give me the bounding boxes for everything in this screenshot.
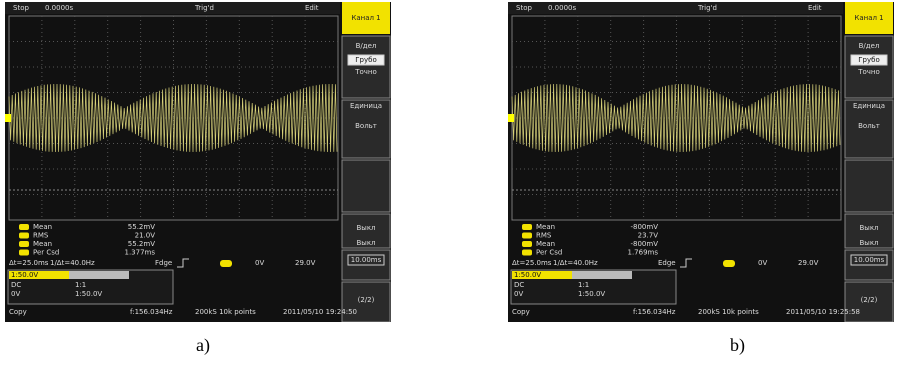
figure: Stop 0.0000s Trig'd Edit Канал 1 В/дел Грубо То…: [0, 0, 897, 385]
top-bar-text: Stop: [13, 4, 29, 12]
menu-button: [845, 160, 893, 212]
status-highlight-dim: [572, 271, 632, 279]
measure-value: -800mV: [631, 240, 659, 248]
status-highlight-dim: [69, 271, 129, 279]
menu-text: (2/2): [861, 296, 878, 304]
trigger-text: 0V: [255, 259, 264, 267]
trigger-text: Δt=25.0ms: [9, 259, 49, 267]
measure-label: RMS: [536, 232, 552, 240]
menu-text: Единица: [853, 102, 885, 110]
channel-badge: [19, 224, 29, 230]
menu-text: Вольт: [858, 122, 880, 130]
menu-header-text: Канал 1: [854, 14, 883, 22]
measure-value: 21.0V: [135, 232, 156, 240]
trigger-text: 0V: [758, 259, 767, 267]
menu-text: Единица: [350, 102, 382, 110]
footer-text: Copy: [512, 308, 530, 316]
measure-label: Per Csd: [536, 249, 562, 257]
channel-badge: [522, 224, 532, 230]
channel-badge: [220, 260, 232, 267]
status-text: DC: [514, 281, 524, 289]
status-text: DC: [11, 281, 21, 289]
menu-button: [342, 160, 390, 212]
menu-text: Выкл: [859, 224, 878, 232]
menu-text: Выкл: [859, 239, 878, 247]
menu-text: В/дел: [356, 42, 377, 50]
footer-text: 200kS 10k points: [698, 308, 759, 316]
menu-header-text: Канал 1: [351, 14, 380, 22]
channel-marker: [5, 114, 11, 122]
footer-text: 200kS 10k points: [195, 308, 256, 316]
measure-label: Mean: [536, 240, 555, 248]
top-bar-text: Stop: [516, 4, 532, 12]
top-bar-text: Trig'd: [697, 4, 717, 12]
footer-text: 2011/05/10 19:25:58: [786, 308, 860, 316]
menu-text: Точно: [354, 68, 377, 76]
channel-badge: [522, 250, 532, 256]
measure-label: RMS: [33, 232, 49, 240]
channel-badge: [522, 233, 532, 239]
status-text: 1:1: [75, 281, 86, 289]
measure-label: Per Csd: [33, 249, 59, 257]
measure-label: Mean: [536, 223, 555, 231]
menu-text: (2/2): [358, 296, 375, 304]
measure-value: -800mV: [631, 223, 659, 231]
measure-label: Mean: [33, 223, 52, 231]
status-text: 1:50.0V: [75, 290, 102, 298]
channel-badge: [723, 260, 735, 267]
measure-value: 1.769ms: [627, 249, 658, 257]
measure-value: 55.2mV: [128, 223, 155, 231]
menu-text: Вольт: [355, 122, 377, 130]
scope-screen: Stop 0.0000s Trig'd Edit Канал 1 В/дел Грубо То…: [5, 2, 391, 322]
footer-text: f:156.034Hz: [130, 308, 173, 316]
status-text: 1:50.0V: [578, 290, 605, 298]
trigger-text: 29.0V: [295, 259, 316, 267]
status-text: 0V: [11, 290, 20, 298]
measure-value: 23.7V: [638, 232, 659, 240]
top-bar-text: 0.0000s: [45, 4, 73, 12]
menu-text: 10.00ms: [854, 256, 885, 264]
measure-label: Mean: [33, 240, 52, 248]
channel-badge: [19, 233, 29, 239]
trigger-text: 29.0V: [798, 259, 819, 267]
footer-text: f:156.034Hz: [633, 308, 676, 316]
trigger-text: 1/Δt=40.0Hz: [50, 259, 95, 267]
footer-text: Copy: [9, 308, 27, 316]
trigger-text: Edge: [658, 259, 676, 267]
top-bar-text: Edit: [305, 4, 319, 12]
trigger-text: 1/Δt=40.0Hz: [553, 259, 598, 267]
trigger-text: Δt=25.0ms: [512, 259, 552, 267]
channel-badge: [19, 250, 29, 256]
menu-text: Выкл: [356, 239, 375, 247]
channel-badge: [522, 241, 532, 247]
menu-text: Грубо: [858, 56, 879, 64]
menu-text: Точно: [857, 68, 880, 76]
status-text: 1:50.0V: [514, 271, 541, 279]
caption: a): [196, 335, 210, 356]
caption: b): [730, 335, 745, 356]
menu-text: Грубо: [355, 56, 376, 64]
status-text: 1:1: [578, 281, 589, 289]
trigger-text: Fdge: [155, 259, 172, 267]
top-bar-text: Trig'd: [194, 4, 214, 12]
menu-text: 10.00ms: [351, 256, 382, 264]
top-bar-text: Edit: [808, 4, 822, 12]
menu-text: В/дел: [859, 42, 880, 50]
channel-badge: [19, 241, 29, 247]
scope-screen: Stop 0.0000s Trig'd Edit Канал 1 В/дел Грубо То…: [508, 2, 894, 322]
top-bar-text: 0.0000s: [548, 4, 576, 12]
measure-value: 1.377ms: [124, 249, 155, 257]
status-text: 0V: [514, 290, 523, 298]
footer-text: 2011/05/10 19:24:50: [283, 308, 357, 316]
measure-value: 55.2mV: [128, 240, 155, 248]
menu-text: Выкл: [356, 224, 375, 232]
channel-marker: [508, 114, 514, 122]
status-text: 1:50.0V: [11, 271, 38, 279]
